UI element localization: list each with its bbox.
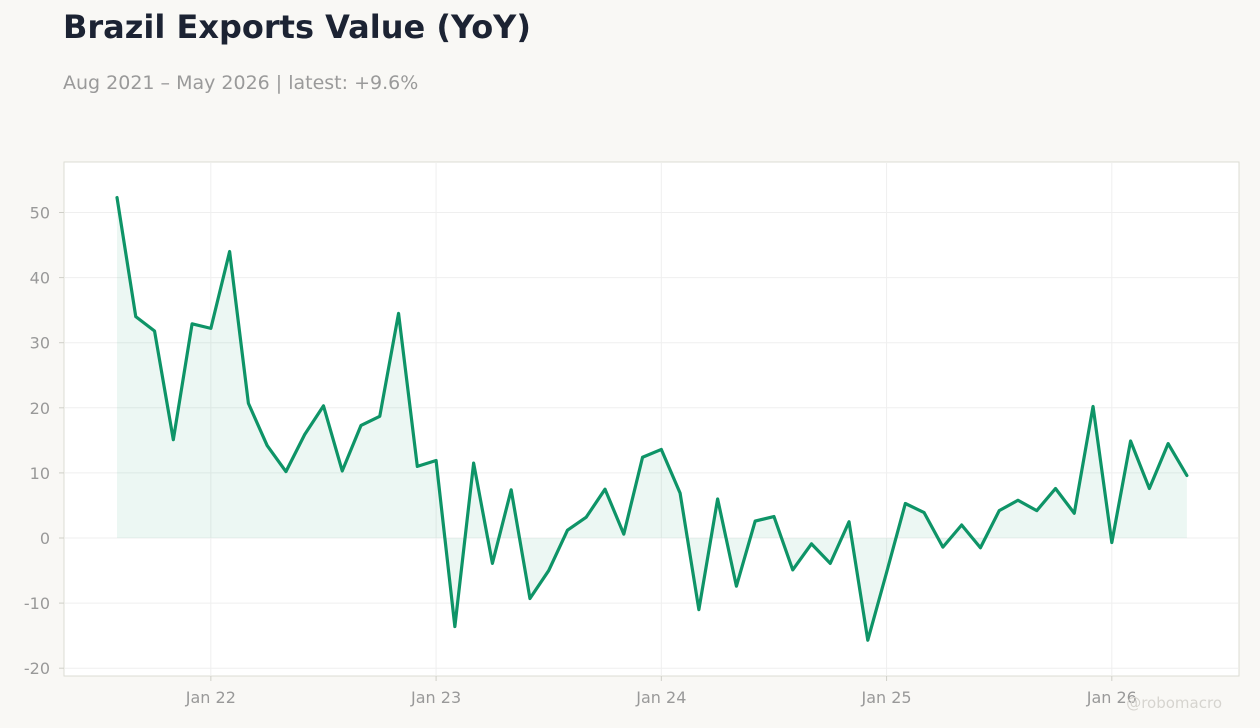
data-point <box>753 519 757 523</box>
data-point <box>209 327 213 330</box>
data-point <box>172 438 175 441</box>
x-tick-label: Jan 23 <box>410 688 461 707</box>
data-point <box>265 444 269 447</box>
y-tick-label: 40 <box>30 269 50 288</box>
plot-area <box>63 161 1240 677</box>
data-point <box>303 433 306 436</box>
data-point <box>847 520 851 523</box>
y-tick-label: 10 <box>30 464 50 483</box>
data-point <box>941 545 945 549</box>
chart-title: Brazil Exports Value (YoY) <box>63 8 531 46</box>
x-tick-label: Jan 25 <box>861 688 912 707</box>
area-fill <box>117 197 1187 641</box>
watermark: @robomacro <box>1126 694 1222 712</box>
data-point <box>153 329 156 333</box>
x-tick-label: Jan 26 <box>1086 688 1137 707</box>
data-point <box>284 470 288 473</box>
data-point <box>528 597 532 600</box>
data-point <box>1054 487 1057 490</box>
data-point <box>960 523 963 527</box>
data-point <box>247 402 250 405</box>
series-line <box>115 195 1189 642</box>
data-point <box>228 250 231 253</box>
data-point <box>134 315 137 318</box>
data-point <box>1110 541 1114 544</box>
data-point <box>810 542 813 546</box>
data-point <box>416 465 419 468</box>
data-point <box>772 515 776 518</box>
data-point <box>585 515 588 519</box>
data-point <box>397 312 400 315</box>
data-point <box>434 459 438 462</box>
data-point <box>1166 442 1170 445</box>
data-points <box>115 196 1189 642</box>
y-gridlines <box>59 212 1238 669</box>
data-point <box>453 625 457 628</box>
chart-subtitle: Aug 2021 – May 2026 | latest: +9.6% <box>63 72 419 94</box>
data-point <box>997 509 1001 512</box>
y-tick-label: 30 <box>30 334 50 353</box>
data-point <box>378 415 381 418</box>
data-point <box>922 511 926 514</box>
x-gridlines <box>210 163 1113 681</box>
data-point <box>322 404 325 408</box>
x-tick-label: Jan 22 <box>185 688 236 707</box>
data-point <box>866 639 869 642</box>
data-point <box>716 497 719 501</box>
y-axis-labels: 50 40 30 20 10 0 -10 -20 <box>24 204 50 679</box>
data-point <box>547 569 550 572</box>
y-tick-label: 50 <box>30 204 50 223</box>
data-point <box>1016 499 1020 502</box>
y-tick-label: 20 <box>30 399 50 418</box>
data-point <box>697 608 701 611</box>
data-point <box>359 424 363 427</box>
y-tick-label: 0 <box>40 529 50 548</box>
y-tick-label: -20 <box>24 659 50 678</box>
data-point <box>660 448 663 451</box>
data-point <box>1129 439 1132 443</box>
data-point <box>979 546 982 549</box>
data-point <box>829 562 832 565</box>
y-tick-label: -10 <box>24 594 50 613</box>
data-point <box>491 562 494 565</box>
data-point <box>1035 509 1038 512</box>
data-point <box>904 502 907 505</box>
data-point <box>1073 512 1076 515</box>
data-point <box>1148 487 1151 490</box>
data-point <box>341 469 344 473</box>
x-axis-labels: Jan 22 Jan 23 Jan 24 Jan 25 Jan 26 <box>185 688 1137 707</box>
data-point <box>1185 474 1189 477</box>
data-point <box>115 196 119 199</box>
data-point <box>190 322 194 326</box>
x-tick-label: Jan 24 <box>635 688 686 707</box>
data-point <box>735 584 738 588</box>
data-point <box>566 528 569 532</box>
data-point <box>791 568 794 572</box>
data-point <box>678 491 682 495</box>
data-point <box>509 488 513 492</box>
data-point <box>472 461 475 465</box>
data-point <box>1091 405 1095 408</box>
data-point <box>885 571 888 574</box>
data-point <box>603 487 607 491</box>
data-point <box>622 532 625 536</box>
data-point <box>641 456 644 459</box>
